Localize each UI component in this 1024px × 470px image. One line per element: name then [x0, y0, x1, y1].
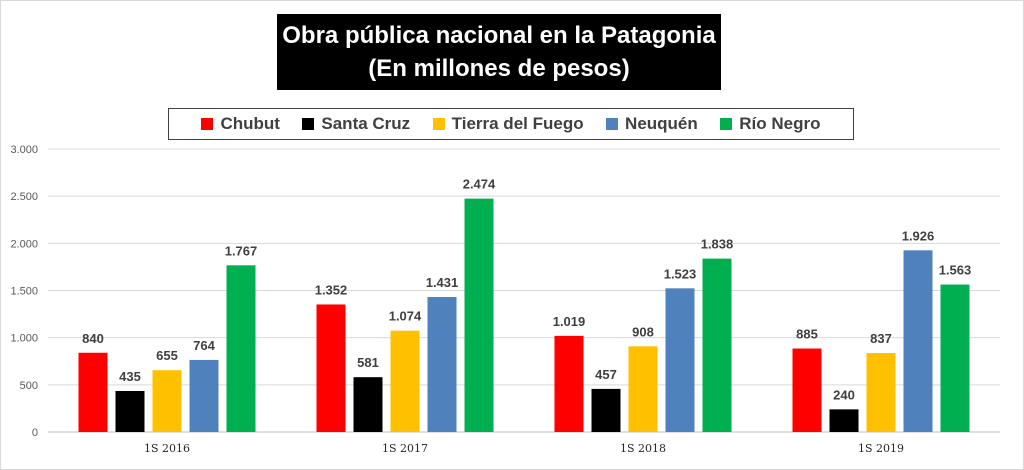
- chart-title: Obra pública nacional en la Patagonia: [282, 22, 716, 49]
- bar: [866, 353, 896, 432]
- legend-item-chubut: Chubut: [201, 114, 280, 134]
- bar: [316, 304, 346, 432]
- data-label: 908: [632, 324, 654, 339]
- legend-item-santa-cruz: Santa Cruz: [302, 114, 410, 134]
- x-tick-label: 1S 2016: [144, 442, 190, 455]
- y-tick-label: 2.500: [10, 191, 38, 203]
- data-label: 1.019: [553, 314, 586, 329]
- bar: [427, 297, 457, 432]
- data-label: 1.431: [426, 275, 459, 290]
- bar: [792, 348, 822, 432]
- legend-swatch-rio-negro: [720, 118, 733, 130]
- data-label: 655: [156, 348, 178, 363]
- data-label: 457: [595, 367, 617, 382]
- legend-label-tierra-del-fuego: Tierra del Fuego: [451, 114, 584, 133]
- data-label: 885: [796, 327, 818, 342]
- bar: [189, 359, 219, 432]
- bar: [390, 330, 420, 432]
- bar: [353, 377, 383, 432]
- chart-title-box: Obra pública nacional en la Patagonia (E…: [277, 14, 721, 90]
- data-label: 1.352: [315, 282, 348, 297]
- chart-legend: Chubut Santa Cruz Tierra del Fuego Neuqu…: [168, 108, 854, 140]
- data-label: 435: [119, 369, 141, 384]
- legend-item-neuquen: Neuquén: [606, 114, 698, 134]
- data-label: 581: [357, 355, 379, 370]
- y-tick-label: 3.000: [10, 144, 38, 156]
- bar: [829, 409, 859, 432]
- bar: [115, 390, 145, 432]
- bar: [78, 352, 108, 432]
- bar: [152, 370, 182, 432]
- x-tick-label: 1S 2019: [858, 442, 904, 455]
- legend-label-chubut: Chubut: [220, 114, 280, 133]
- bar: [226, 265, 256, 432]
- legend-label-rio-negro: Río Negro: [739, 114, 821, 133]
- legend-swatch-santa-cruz: [302, 118, 315, 130]
- data-label: 1.926: [902, 228, 935, 243]
- data-label: 1.838: [701, 237, 734, 252]
- x-tick-label: 1S 2017: [382, 442, 428, 455]
- legend-label-santa-cruz: Santa Cruz: [321, 114, 411, 133]
- bar: [628, 346, 658, 432]
- y-tick-label: 1.000: [10, 333, 38, 345]
- y-tick-label: 0: [32, 427, 38, 439]
- legend-swatch-neuquen: [606, 118, 619, 130]
- data-label: 1.563: [939, 263, 972, 278]
- bar: [903, 250, 933, 432]
- data-label: 2.474: [463, 177, 496, 192]
- x-tick-label: 1S 2018: [620, 442, 666, 455]
- bar: [464, 198, 494, 432]
- data-label: 840: [82, 331, 104, 346]
- data-label: 764: [193, 338, 215, 353]
- bar: [591, 388, 621, 432]
- legend-label-neuquen: Neuquén: [625, 114, 698, 133]
- data-label: 1.523: [664, 266, 697, 281]
- legend-item-tierra-del-fuego: Tierra del Fuego: [432, 114, 584, 134]
- legend-item-rio-negro: Río Negro: [720, 114, 820, 134]
- bar: [665, 288, 695, 432]
- legend-swatch-tierra-del-fuego: [432, 118, 445, 130]
- y-tick-label: 2.000: [10, 238, 38, 250]
- data-label: 837: [870, 331, 892, 346]
- y-tick-label: 500: [20, 380, 38, 392]
- y-tick-label: 1.500: [10, 286, 38, 298]
- bar: [554, 335, 584, 432]
- data-label: 1.074: [389, 309, 422, 324]
- data-label: 240: [833, 387, 855, 402]
- bar: [702, 258, 732, 432]
- bar: [940, 284, 970, 432]
- chart-subtitle: (En millones de pesos): [368, 55, 630, 82]
- legend-swatch-chubut: [201, 118, 214, 130]
- data-label: 1.767: [225, 243, 258, 258]
